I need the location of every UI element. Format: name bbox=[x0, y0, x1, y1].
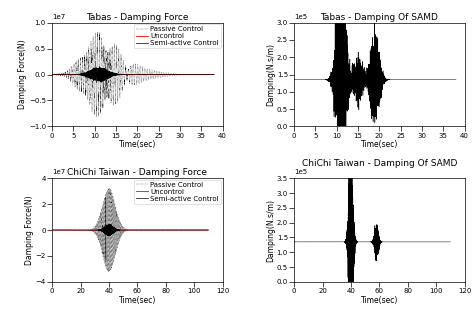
Y-axis label: Damping Force(N): Damping Force(N) bbox=[18, 40, 27, 109]
Semi-active Control bbox=[107, 234, 112, 238]
Uncontrol bbox=[173, 228, 179, 232]
Title: Tabas - Damping Force: Tabas - Damping Force bbox=[86, 13, 189, 22]
Passive Control bbox=[170, 72, 176, 76]
Line: Semi-active Control: Semi-active Control bbox=[52, 224, 209, 236]
Passive Control bbox=[106, 269, 111, 273]
Legend: Passive Control, Uncontrol, Semi-active Control: Passive Control, Uncontrol, Semi-active … bbox=[134, 179, 221, 204]
Passive Control bbox=[57, 228, 63, 232]
Semi-active Control bbox=[96, 65, 102, 69]
Semi-active Control bbox=[170, 73, 176, 76]
Passive Control bbox=[155, 74, 160, 78]
Passive Control bbox=[111, 53, 117, 57]
Line: Passive Control: Passive Control bbox=[52, 189, 209, 271]
Uncontrol bbox=[111, 73, 117, 76]
Passive Control bbox=[148, 228, 154, 232]
Uncontrol bbox=[182, 73, 188, 76]
Passive Control bbox=[95, 30, 100, 34]
Passive Control bbox=[146, 70, 152, 74]
Line: Semi-active Control: Semi-active Control bbox=[52, 67, 214, 83]
Legend: Passive Control, Uncontrol, Semi-active Control: Passive Control, Uncontrol, Semi-active … bbox=[134, 24, 221, 48]
Semi-active Control bbox=[173, 228, 179, 232]
Uncontrol bbox=[79, 72, 84, 76]
Semi-active Control bbox=[211, 73, 217, 76]
Uncontrol bbox=[170, 73, 176, 76]
Title: Tabas - Damping Of SAMD: Tabas - Damping Of SAMD bbox=[320, 13, 438, 22]
Uncontrol bbox=[165, 228, 171, 232]
Line: Uncontrol: Uncontrol bbox=[52, 74, 214, 75]
Uncontrol bbox=[49, 228, 55, 232]
Passive Control bbox=[93, 115, 99, 119]
X-axis label: Time(sec): Time(sec) bbox=[361, 295, 398, 305]
Semi-active Control bbox=[148, 228, 154, 232]
Semi-active Control bbox=[49, 73, 55, 76]
Semi-active Control bbox=[206, 228, 211, 232]
Uncontrol bbox=[146, 73, 152, 76]
Title: ChiChi Taiwan - Damping Of SAMD: ChiChi Taiwan - Damping Of SAMD bbox=[301, 159, 457, 168]
Y-axis label: Damping(N.s/m): Damping(N.s/m) bbox=[266, 199, 275, 261]
Y-axis label: Damping(N.s/m): Damping(N.s/m) bbox=[266, 43, 275, 106]
X-axis label: Time(sec): Time(sec) bbox=[118, 295, 156, 305]
Passive Control bbox=[106, 187, 112, 191]
Semi-active Control bbox=[111, 72, 117, 75]
Passive Control bbox=[79, 87, 84, 91]
X-axis label: Time(sec): Time(sec) bbox=[361, 140, 398, 149]
Uncontrol bbox=[95, 73, 100, 77]
Uncontrol bbox=[107, 227, 112, 231]
Semi-active Control bbox=[57, 228, 63, 232]
Uncontrol bbox=[148, 228, 154, 232]
Semi-active Control bbox=[182, 73, 188, 76]
Uncontrol bbox=[155, 73, 160, 76]
Semi-active Control bbox=[79, 73, 84, 77]
Line: Uncontrol: Uncontrol bbox=[52, 229, 209, 231]
Y-axis label: Damping Force(N): Damping Force(N) bbox=[25, 195, 34, 265]
Semi-active Control bbox=[49, 228, 55, 232]
Semi-active Control bbox=[155, 73, 160, 76]
Passive Control bbox=[106, 268, 111, 272]
Passive Control bbox=[165, 228, 171, 232]
Line: Passive Control: Passive Control bbox=[52, 32, 214, 117]
Uncontrol bbox=[57, 228, 63, 232]
Semi-active Control bbox=[106, 227, 111, 231]
Uncontrol bbox=[96, 72, 102, 76]
Uncontrol bbox=[206, 228, 211, 232]
Passive Control bbox=[142, 228, 147, 232]
Uncontrol bbox=[49, 73, 55, 76]
Semi-active Control bbox=[94, 81, 100, 85]
Uncontrol bbox=[211, 73, 217, 76]
Passive Control bbox=[206, 228, 211, 232]
Passive Control bbox=[173, 228, 179, 232]
Passive Control bbox=[182, 72, 188, 76]
Title: ChiChi Taiwan - Damping Force: ChiChi Taiwan - Damping Force bbox=[67, 168, 207, 178]
Passive Control bbox=[49, 73, 55, 76]
Uncontrol bbox=[142, 228, 147, 232]
Uncontrol bbox=[106, 228, 111, 232]
Passive Control bbox=[211, 73, 217, 76]
Passive Control bbox=[49, 228, 55, 232]
Semi-active Control bbox=[107, 222, 112, 226]
X-axis label: Time(sec): Time(sec) bbox=[118, 140, 156, 149]
Semi-active Control bbox=[165, 228, 171, 232]
Semi-active Control bbox=[142, 228, 147, 232]
Uncontrol bbox=[106, 229, 111, 233]
Semi-active Control bbox=[146, 73, 152, 76]
